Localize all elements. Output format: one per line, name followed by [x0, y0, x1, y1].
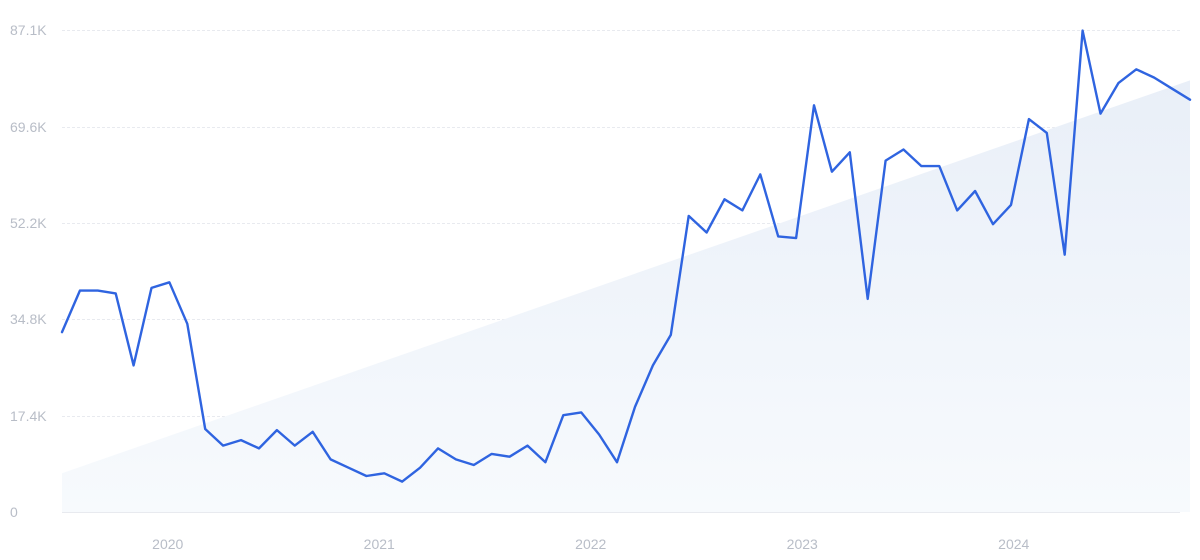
x-axis-tick-label: 2022 [575, 536, 606, 552]
y-axis-tick-label: 52.2K [0, 215, 60, 231]
x-axis-tick-label: 2020 [152, 536, 183, 552]
y-axis-tick-label: 69.6K [0, 119, 60, 135]
x-axis-tick-label: 2024 [998, 536, 1029, 552]
line-chart: 0 17.4K 34.8K 52.2K 69.6K 87.1K 2020 2021 2022 2… [0, 0, 1200, 560]
x-axis-tick-label: 2023 [787, 536, 818, 552]
x-axis-tick-label: 2021 [364, 536, 395, 552]
y-axis-tick-label: 17.4K [0, 408, 60, 424]
y-axis-tick-label: 87.1K [0, 22, 60, 38]
chart-plot-area [0, 0, 1200, 560]
trend-area [62, 80, 1190, 512]
y-axis-tick-label: 0 [0, 504, 60, 520]
y-axis-tick-label: 34.8K [0, 311, 60, 327]
